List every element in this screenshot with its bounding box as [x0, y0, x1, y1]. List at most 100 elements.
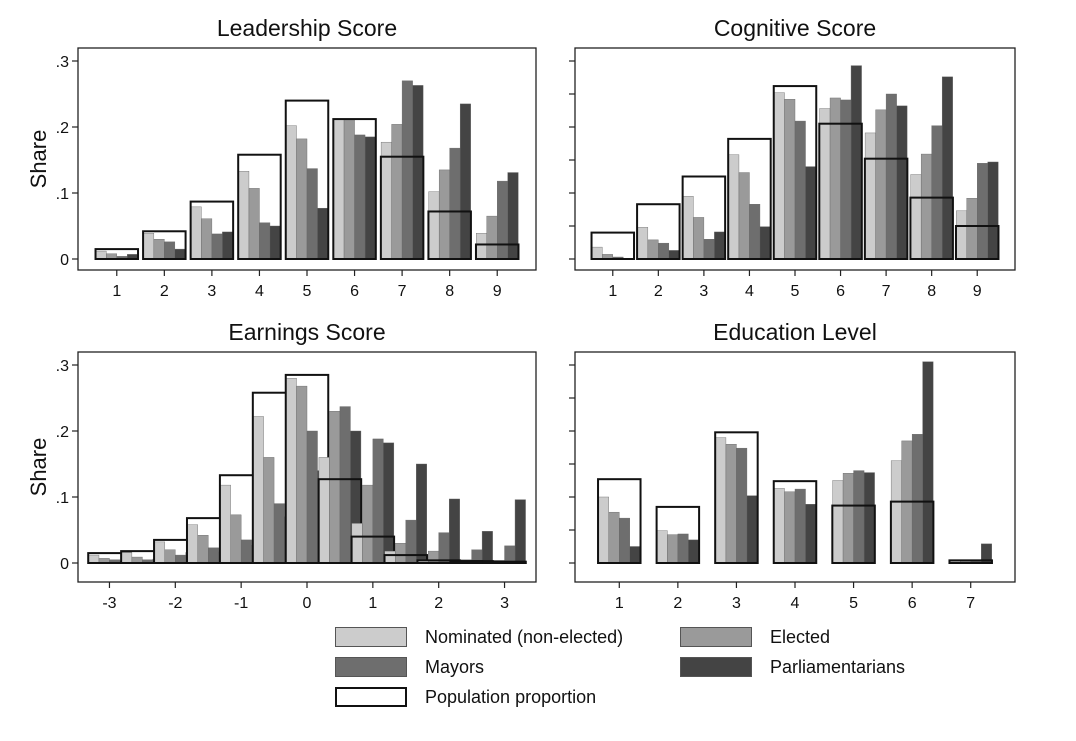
bar-nominated-non-elected: [219, 484, 231, 564]
population-outline: [655, 505, 701, 564]
population-outline: [474, 243, 520, 260]
population-outline: [482, 560, 527, 564]
bar-mayors: [164, 241, 176, 260]
bar-mayors: [794, 488, 806, 564]
population-outline: [94, 248, 140, 261]
bar-parliamentarians: [412, 85, 424, 260]
population-outline: [383, 554, 429, 565]
x-tick-label: 9: [973, 283, 982, 300]
bar-elected: [738, 172, 750, 260]
bar-elected: [875, 109, 887, 260]
x-tick-label: -1: [234, 595, 248, 612]
legend-swatch-parliamentarians: [680, 657, 752, 677]
population-outline: [681, 175, 727, 260]
x-tick-label: 3: [207, 283, 216, 300]
bar-elected: [263, 457, 275, 564]
legend-swatch-population: [335, 687, 407, 707]
y-tick-label: .1: [56, 186, 69, 203]
x-tick-label: 5: [849, 595, 858, 612]
y-tick-label: .3: [56, 358, 69, 375]
bar-nominated-non-elected: [252, 416, 264, 564]
bar-elected: [438, 169, 450, 260]
bar-nominated-non-elected: [715, 437, 727, 564]
x-tick-label: 0: [303, 595, 312, 612]
chart-title: Leadership Score: [217, 15, 397, 41]
population-outline: [727, 137, 772, 261]
population-outline: [427, 210, 472, 260]
population-outline: [379, 155, 425, 260]
bar-mayors: [306, 430, 318, 564]
bar-mayors: [339, 406, 351, 564]
bar-elected: [842, 473, 854, 564]
bar-mayors: [504, 545, 516, 564]
bar-nominated-non-elected: [285, 125, 297, 260]
bar-elected: [296, 138, 308, 260]
population-outline: [954, 225, 1000, 260]
bar-parliamentarians: [922, 361, 934, 564]
y-axis-label: Share: [26, 438, 51, 497]
x-tick-label: -2: [168, 595, 182, 612]
bar-elected: [329, 411, 341, 564]
bar-elected: [667, 534, 679, 564]
bar-parliamentarians: [759, 226, 771, 260]
bar-parliamentarians: [896, 105, 908, 260]
bar-nominated-non-elected: [333, 119, 345, 260]
bar-mayors: [853, 470, 865, 564]
bar-mayors: [911, 434, 923, 564]
bar-elected: [230, 514, 242, 564]
bar-parliamentarians: [416, 463, 427, 564]
bar-nominated-non-elected: [384, 550, 396, 564]
x-tick-label: 3: [500, 595, 509, 612]
bar-elected: [486, 215, 498, 260]
x-tick-label: 1: [608, 283, 617, 300]
bar-mayors: [885, 93, 897, 260]
bar-parliamentarians: [714, 231, 726, 260]
bar-elected: [966, 198, 978, 260]
bar-mayors: [259, 222, 271, 260]
bar-elected: [395, 543, 406, 564]
bar-elected: [784, 491, 796, 564]
legend-label-mayors: Mayors: [425, 656, 485, 677]
bar-parliamentarians: [383, 442, 395, 564]
y-tick-label: 0: [60, 252, 69, 269]
bar-mayors: [449, 147, 461, 260]
bar-parliamentarians: [459, 103, 471, 260]
x-tick-label: -3: [102, 595, 116, 612]
bar-elected: [391, 124, 403, 260]
bar-nominated-non-elected: [728, 154, 740, 260]
population-outline: [636, 203, 681, 260]
bar-mayors: [175, 554, 187, 564]
x-tick-label: 8: [445, 283, 454, 300]
bar-nominated-non-elected: [143, 233, 155, 260]
bar-nominated-non-elected: [864, 132, 876, 260]
population-outline: [831, 504, 876, 564]
population-outline: [284, 99, 330, 260]
y-tick-label: .2: [56, 424, 69, 441]
chart-title: Education Level: [713, 319, 877, 345]
bar-nominated-non-elected: [773, 92, 785, 260]
bar-parliamentarians: [364, 136, 376, 260]
bar-parliamentarians: [481, 531, 493, 564]
bar-elected: [164, 549, 176, 564]
bar-mayors: [977, 163, 988, 260]
x-tick-label: 6: [908, 595, 917, 612]
bar-mayors: [372, 438, 384, 564]
bar-parliamentarians: [987, 161, 999, 260]
population-outline: [350, 535, 396, 564]
bar-parliamentarians: [174, 248, 186, 260]
bar-elected: [153, 238, 165, 260]
population-outline: [772, 480, 818, 564]
bar-mayors: [438, 532, 450, 564]
x-tick-label: 3: [699, 283, 708, 300]
bar-nominated-non-elected: [656, 530, 668, 564]
population-outline: [142, 230, 187, 260]
chart-title: Cognitive Score: [714, 15, 876, 41]
legend-item-population: Population proportion: [335, 684, 596, 710]
bar-elected: [343, 119, 355, 260]
bar-nominated-non-elected: [238, 171, 250, 260]
bar-nominated-non-elected: [380, 141, 392, 260]
bar-elected: [647, 239, 659, 260]
bar-elected: [784, 99, 796, 260]
legend-swatch-nominated: [335, 627, 407, 647]
bar-parliamentarians: [668, 250, 680, 260]
